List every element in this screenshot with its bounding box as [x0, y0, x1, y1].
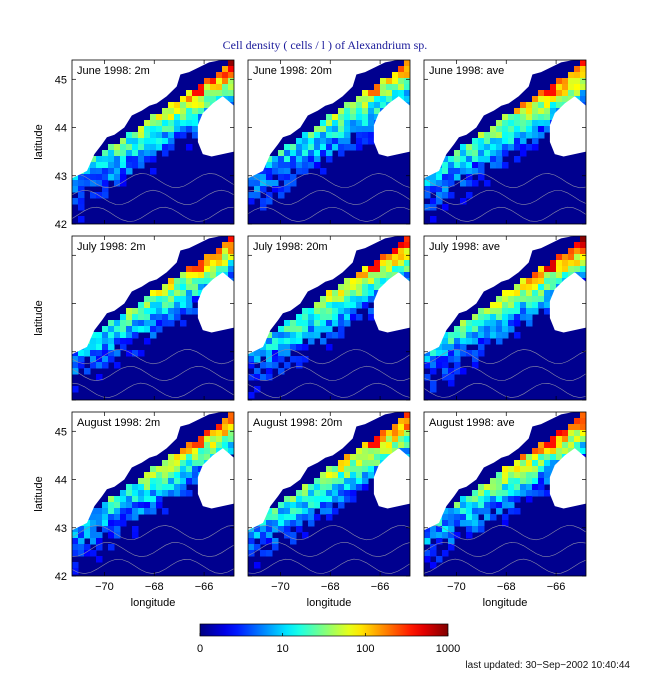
x-tick-label: −66	[195, 581, 214, 593]
panel-frame	[423, 411, 587, 577]
panel-2: June 1998: ave	[423, 59, 587, 225]
colorbar-tick-label: 0	[197, 643, 203, 655]
y-tick-label: 44	[55, 123, 67, 135]
panel-frame	[247, 59, 411, 225]
land-mass	[248, 236, 410, 355]
x-tick-label: −70	[95, 581, 114, 593]
y-tick-label: 44	[55, 475, 67, 487]
panel-frame	[423, 235, 587, 401]
x-tick-label: −66	[371, 581, 390, 593]
x-axis-label: longitude	[307, 597, 352, 609]
land-mass	[424, 60, 586, 179]
last-updated-text: last updated: 30−Sep−2002 10:40:44	[465, 660, 630, 671]
panel-label: August 1998: 2m	[77, 417, 160, 429]
panel-label: June 1998: 20m	[253, 65, 332, 77]
panel-frame	[247, 235, 411, 401]
panel-7: August 1998: 20m −70 −68 −66	[247, 411, 411, 593]
panel-3: July 1998: 2m	[71, 235, 235, 401]
land-mass	[373, 448, 410, 509]
land-mass	[549, 272, 586, 333]
y-axis-label: latitude	[33, 124, 45, 159]
x-tick-label: −68	[321, 581, 340, 593]
land-mass	[373, 272, 410, 333]
y-tick-label: 45	[55, 426, 67, 438]
panel-frame	[71, 411, 235, 577]
y-tick-label: 42	[55, 219, 67, 231]
panel-label: June 1998: 2m	[77, 65, 150, 77]
land-mass	[197, 272, 234, 333]
x-axis-label: longitude	[131, 597, 176, 609]
y-tick-label: 45	[55, 74, 67, 86]
land-mass	[72, 236, 234, 355]
colorbar-tick-label: 1000	[436, 643, 460, 655]
land-mass	[248, 412, 410, 531]
panel-label: June 1998: ave	[429, 65, 504, 77]
land-mass	[197, 96, 234, 157]
colorbar-tick-label: 100	[356, 643, 374, 655]
y-axis-label: latitude	[33, 476, 45, 511]
panel-label: August 1998: 20m	[253, 417, 342, 429]
x-axis-label: longitude	[483, 597, 528, 609]
panel-frame	[71, 59, 235, 225]
panels-layer: June 1998: 2m 42 43 44 45 June 1998: 20m June …	[55, 59, 587, 593]
x-tick-label: −70	[271, 581, 290, 593]
x-tick-label: −68	[497, 581, 516, 593]
panel-6: August 1998: 2m 42 43 44 45 −70 −68 −66	[55, 411, 235, 593]
panel-5: July 1998: ave	[423, 235, 587, 401]
y-tick-label: 43	[55, 523, 67, 535]
y-tick-label: 43	[55, 171, 67, 183]
land-mass	[549, 448, 586, 509]
panel-label: August 1998: ave	[429, 417, 515, 429]
panel-frame	[423, 59, 587, 225]
panel-label: July 1998: 2m	[77, 241, 145, 253]
x-tick-label: −70	[447, 581, 466, 593]
panel-8: August 1998: ave −70 −68 −66	[423, 411, 587, 593]
panel-frame	[247, 411, 411, 577]
y-axis-label: latitude	[33, 300, 45, 335]
x-tick-label: −66	[547, 581, 566, 593]
colorbar-tick-label: 10	[277, 643, 289, 655]
land-mass	[549, 96, 586, 157]
land-mass	[72, 60, 234, 179]
panel-1: June 1998: 20m	[247, 59, 411, 225]
panel-label: July 1998: ave	[429, 241, 500, 253]
panel-0: June 1998: 2m 42 43 44 45	[55, 59, 235, 231]
land-mass	[197, 448, 234, 509]
colorbar	[199, 623, 449, 637]
land-mass	[248, 60, 410, 179]
panel-label: July 1998: 20m	[253, 241, 328, 253]
y-tick-label: 42	[55, 571, 67, 583]
colorbar-layer: 0 10 100 1000	[197, 623, 460, 655]
x-tick-label: −68	[145, 581, 164, 593]
land-mass	[424, 236, 586, 355]
panel-4: July 1998: 20m	[247, 235, 411, 401]
panel-frame	[71, 235, 235, 401]
axes-layer: latitude latitude latitude longitude longitu…	[33, 124, 527, 609]
land-mass	[424, 412, 586, 531]
figure-title: Cell density ( cells / l ) of Alexandriu…	[222, 38, 428, 52]
land-mass	[72, 412, 234, 531]
land-mass	[373, 96, 410, 157]
